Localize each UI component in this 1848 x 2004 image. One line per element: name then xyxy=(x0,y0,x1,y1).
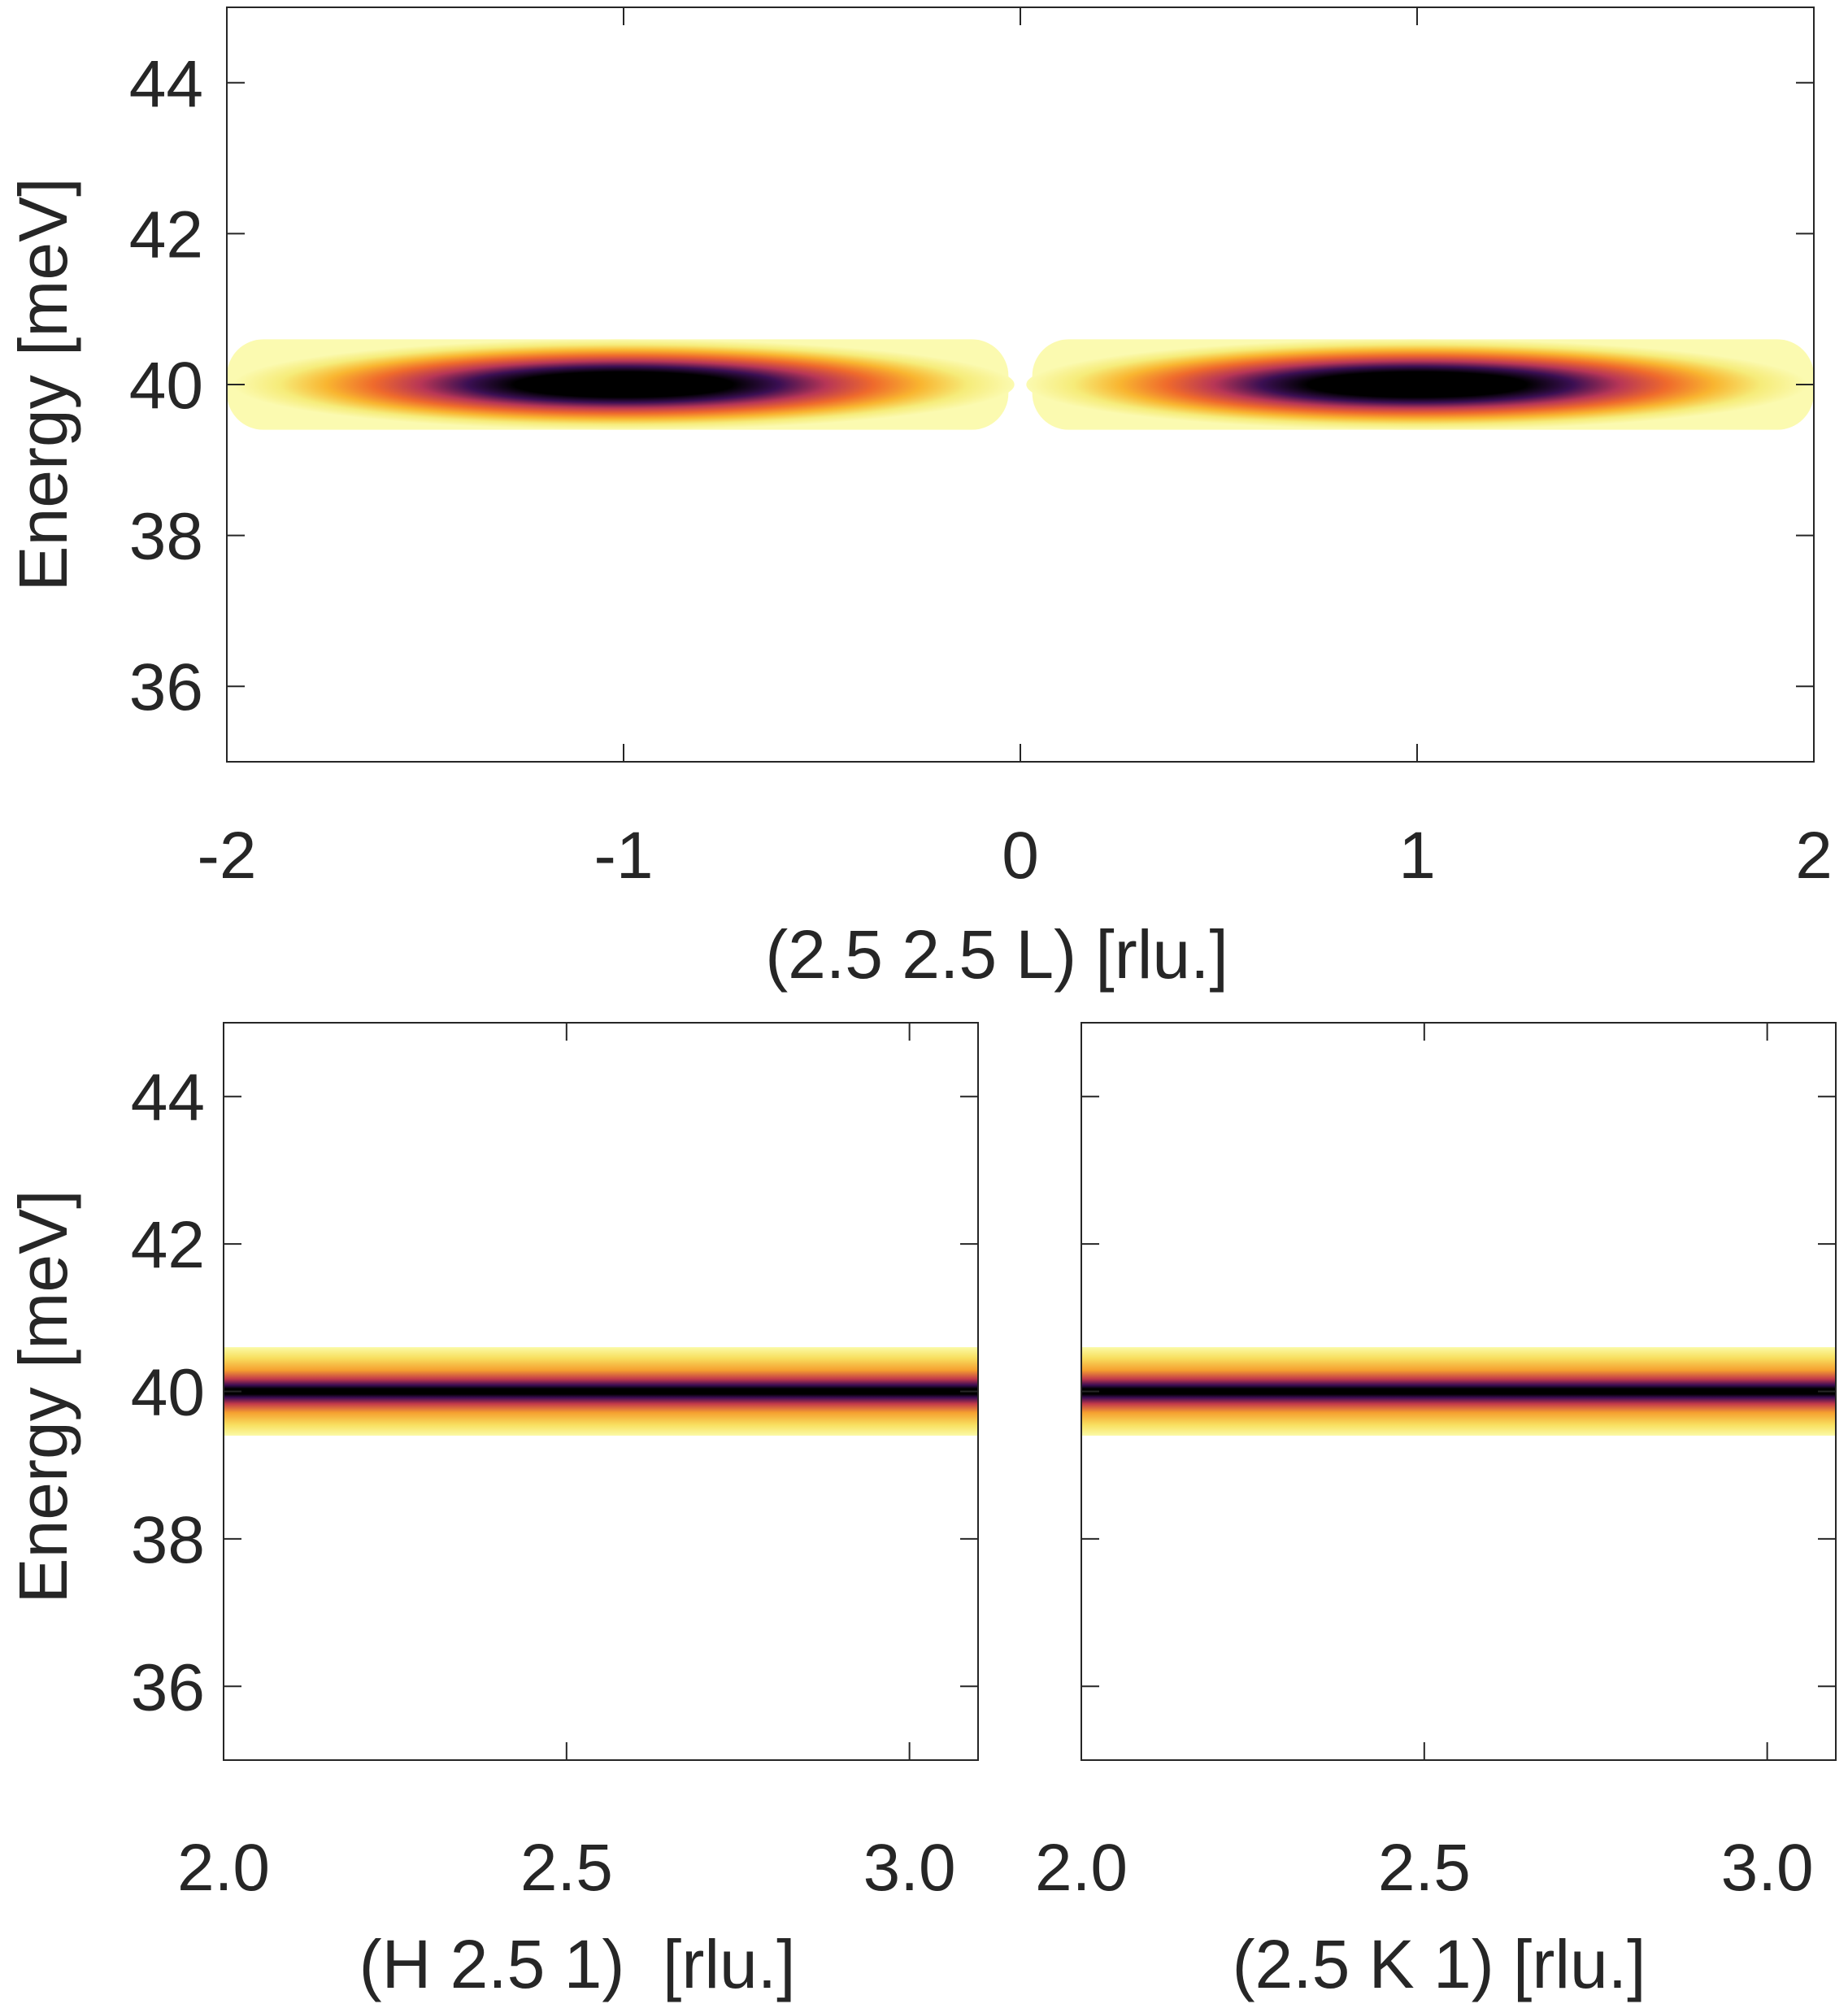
y-tick-label: 38 xyxy=(131,1503,205,1577)
intensity-peak xyxy=(1026,339,1808,430)
top-heatmap-panel: -2 -1 0 1 2 36 38 40 42 44 (2.5 2.5 L) [rlu.] En… xyxy=(5,7,1833,993)
bottom-left-heatmap-panel: 2.0 2.5 3.0 36 38 40 42 44 (H 2.5 1) [rlu.] En… xyxy=(5,1022,979,2002)
heatmap-image xyxy=(224,1347,978,1436)
x-tick-label: 3.0 xyxy=(863,1831,956,1905)
y-tick-label: 40 xyxy=(129,349,203,423)
intensity-band xyxy=(1081,1347,1836,1436)
tick-marks xyxy=(1081,1023,1836,1760)
x-tick-label: 2.0 xyxy=(1035,1831,1128,1905)
x-axis-label: (2.5 2.5 L) [rlu.] xyxy=(765,916,1228,993)
y-tick-label: 38 xyxy=(129,500,203,574)
y-tick-labels: 36 38 40 42 44 xyxy=(131,1061,205,1725)
y-tick-label: 44 xyxy=(129,47,203,121)
heatmap-image xyxy=(1081,1347,1836,1436)
x-tick-label: 1 xyxy=(1398,819,1436,893)
x-tick-labels: 2.0 2.5 3.0 xyxy=(177,1831,956,1905)
tick-marks xyxy=(226,7,1815,762)
x-axis-label: (2.5 K 1) [rlu.] xyxy=(1233,1926,1646,2002)
y-tick-label: 44 xyxy=(131,1061,205,1135)
x-tick-label: 2.0 xyxy=(177,1831,270,1905)
intensity-band xyxy=(224,1347,978,1436)
x-tick-label: 2.5 xyxy=(520,1831,613,1905)
x-tick-labels: -2 -1 0 1 2 xyxy=(198,819,1833,893)
x-tick-label: -1 xyxy=(594,819,654,893)
x-axis-label: (H 2.5 1) [rlu.] xyxy=(359,1926,796,2002)
x-tick-label: 2.5 xyxy=(1378,1831,1471,1905)
tick-marks xyxy=(223,1023,978,1760)
intensity-peak xyxy=(233,339,1015,430)
y-tick-label: 42 xyxy=(129,198,203,272)
y-axis-label: Energy [meV] xyxy=(5,178,81,592)
y-tick-label: 42 xyxy=(131,1208,205,1282)
x-tick-label: 0 xyxy=(1002,819,1039,893)
x-tick-labels: 2.0 2.5 3.0 xyxy=(1035,1831,1814,1905)
y-tick-label: 36 xyxy=(129,650,203,724)
heatmap-image xyxy=(227,339,1814,430)
y-tick-label: 36 xyxy=(131,1650,205,1724)
x-tick-label: -2 xyxy=(198,819,257,893)
bottom-right-heatmap-panel: 2.0 2.5 3.0 (2.5 K 1) [rlu.] xyxy=(1035,1022,1837,2002)
y-tick-label: 40 xyxy=(131,1356,205,1430)
x-tick-label: 3.0 xyxy=(1721,1831,1814,1905)
y-tick-labels: 36 38 40 42 44 xyxy=(129,47,203,724)
y-axis-label: Energy [meV] xyxy=(5,1190,81,1604)
x-tick-label: 2 xyxy=(1795,819,1833,893)
